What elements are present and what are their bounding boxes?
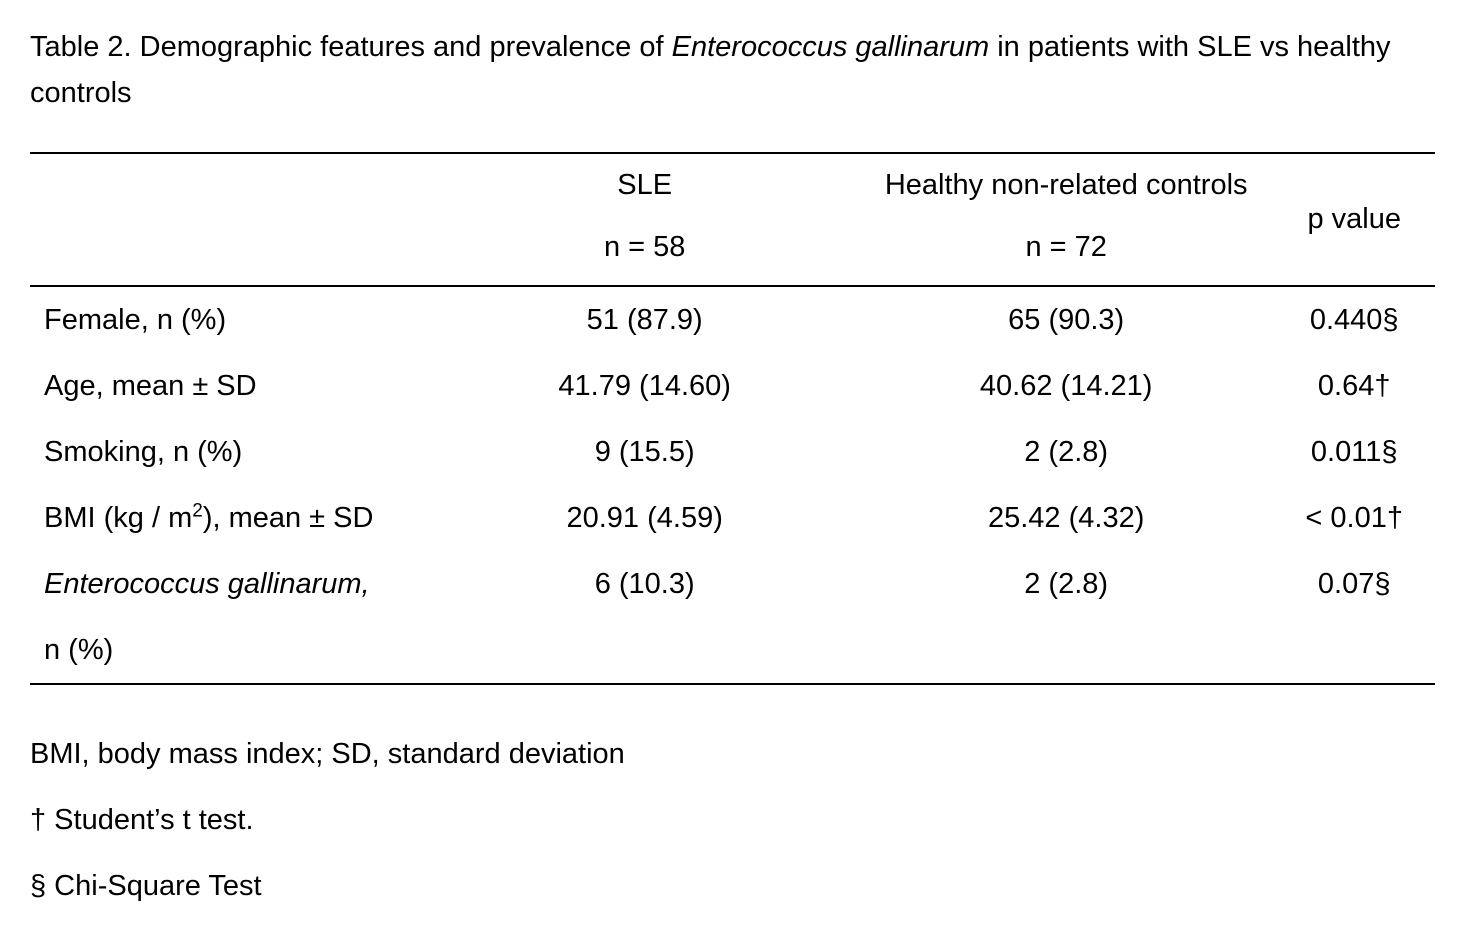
cell-sle-value: 51 (87.9) (586, 304, 703, 336)
header-row: SLE n = 58 Healthy non-related controls … (30, 152, 1435, 287)
header-sle-n: n = 58 (603, 231, 686, 263)
cell-p-value: 0.440§ (1309, 304, 1399, 336)
caption-text-prefix: Table 2. Demographic features and preval… (30, 31, 672, 63)
cell-p-value: < 0.01† (1305, 502, 1403, 534)
cell-controls-value: 2 (2.8) (1024, 436, 1109, 468)
cell-sle-value: 41.79 (14.60) (558, 370, 731, 402)
header-empty-cell (30, 152, 431, 287)
header-p-value: p value (1273, 152, 1435, 287)
enterococcus-label-rest: n (%) (44, 634, 114, 666)
demographics-table: SLE n = 58 Healthy non-related controls … (30, 152, 1435, 685)
table-row-enterococcus: Enterococcus gallinarum, n (%) 6 (10.3) … (30, 551, 1435, 685)
bmi-label-post: ), mean ± SD (202, 502, 374, 534)
cell-label: Enterococcus gallinarum, n (%) (30, 551, 431, 685)
bmi-label-superscript: 2 (192, 500, 203, 522)
table-row-female: Female, n (%) 51 (87.9) 65 (90.3) 0.440§ (30, 286, 1435, 353)
header-controls-label: Healthy non-related controls (884, 169, 1248, 201)
cell-label: Age, mean ± SD (44, 370, 257, 402)
cell-label: Smoking, n (%) (44, 436, 243, 468)
cell-sle-value: 20.91 (4.59) (566, 502, 723, 534)
cell-controls-value: 65 (90.3) (1008, 304, 1125, 336)
cell-p-value: 0.011§ (1310, 436, 1398, 468)
header-sle-label: SLE (617, 169, 673, 201)
header-controls: Healthy non-related controls n = 72 (858, 152, 1274, 287)
table-row-smoking: Smoking, n (%) 9 (15.5) 2 (2.8) 0.011§ (30, 419, 1435, 485)
header-sle: SLE n = 58 (430, 152, 859, 287)
caption-text-suffix: in patients with SLE vs healthy controls (30, 31, 1391, 109)
cell-controls-value: 25.42 (4.32) (987, 502, 1145, 534)
cell-label: Female, n (%) (44, 304, 227, 336)
caption-species-name: Enterococcus gallinarum (671, 31, 990, 63)
cell-controls-value: 2 (2.8) (858, 551, 1274, 685)
table-row-bmi: BMI (kg / m2), mean ± SD 20.91 (4.59) 25… (30, 485, 1435, 551)
cell-label: BMI (kg / m2), mean ± SD (30, 485, 430, 551)
cell-sle-value: 9 (15.5) (594, 436, 695, 468)
cell-sle-value: 6 (10.3) (430, 551, 859, 685)
cell-p-value: 0.64† (1317, 370, 1391, 402)
cell-controls-value: 40.62 (14.21) (979, 370, 1153, 402)
bmi-label-pre: BMI (kg / m (44, 502, 193, 534)
cell-p-value: 0.07§ (1273, 551, 1435, 685)
footnote-abbreviations: BMI, body mass index; SD, standard devia… (30, 738, 625, 770)
table-row-age: Age, mean ± SD 41.79 (14.60) 40.62 (14.2… (30, 353, 1435, 419)
table-footnotes: BMI, body mass index; SD, standard devia… (30, 721, 1438, 919)
header-controls-n: n = 72 (1025, 231, 1107, 263)
footnote-dagger-students-t-test: † Student’s t test. (30, 804, 254, 836)
enterococcus-label-italic: Enterococcus gallinarum, (44, 568, 370, 600)
footnote-section-chi-square-test: § Chi-Square Test (30, 870, 262, 902)
table-caption: Table 2. Demographic features and preval… (30, 24, 1428, 116)
